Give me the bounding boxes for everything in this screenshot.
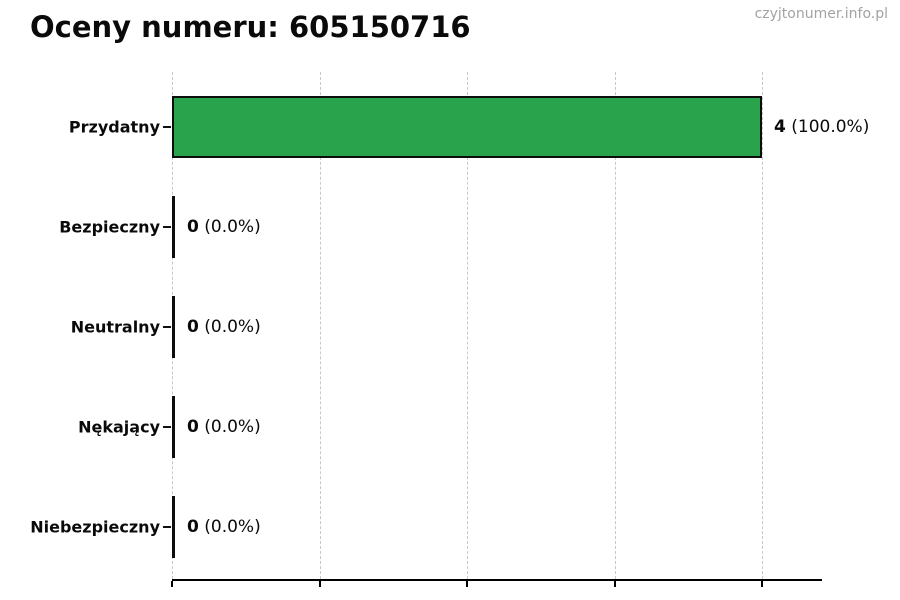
bar bbox=[172, 496, 175, 558]
category-tick bbox=[163, 526, 171, 528]
gridline bbox=[319, 72, 321, 579]
value-count: 0 bbox=[187, 517, 199, 537]
value-label: 4 (100.0%) bbox=[774, 117, 869, 137]
x-axis-tick bbox=[613, 581, 616, 587]
x-axis-tick bbox=[761, 581, 763, 587]
bar-row: Nękający 0 (0.0%) bbox=[78, 396, 822, 458]
value-percent: (0.0%) bbox=[204, 417, 261, 437]
value-label: 0 (0.0%) bbox=[187, 517, 261, 537]
category-tick bbox=[163, 426, 171, 428]
category-tick bbox=[163, 226, 171, 228]
plot-area: Przydatny 4 (100.0%) Bezpieczny 0 (0.0%)… bbox=[30, 72, 869, 587]
bar bbox=[172, 96, 762, 158]
x-axis-tick bbox=[466, 581, 468, 587]
value-percent: (0.0%) bbox=[204, 317, 261, 337]
bar-row: Przydatny 4 (100.0%) bbox=[69, 96, 869, 158]
category-tick bbox=[163, 126, 171, 128]
value-percent: (0.0%) bbox=[204, 217, 261, 237]
x-axis-tick bbox=[171, 581, 173, 587]
watermark: czyjtonumer.info.pl bbox=[754, 6, 888, 22]
value-label: 0 (0.0%) bbox=[187, 417, 261, 437]
bar-row: Niebezpieczny 0 (0.0%) bbox=[30, 496, 822, 558]
bar-row: Neutralny 0 (0.0%) bbox=[71, 296, 822, 358]
bar bbox=[172, 396, 175, 458]
value-count: 4 bbox=[774, 117, 786, 137]
category-label: Nękający bbox=[78, 417, 160, 437]
value-label: 0 (0.0%) bbox=[187, 217, 261, 237]
value-percent: (0.0%) bbox=[204, 517, 261, 537]
value-count: 0 bbox=[187, 217, 199, 237]
value-label: 0 (0.0%) bbox=[187, 317, 261, 337]
bar bbox=[172, 196, 175, 258]
category-label: Przydatny bbox=[68, 117, 160, 137]
gridline bbox=[467, 72, 468, 579]
value-count: 0 bbox=[187, 317, 199, 337]
bar-row: Bezpieczny 0 (0.0%) bbox=[59, 196, 822, 258]
category-label: Niebezpieczny bbox=[30, 517, 160, 537]
value-count: 0 bbox=[187, 417, 199, 437]
x-axis-tick bbox=[318, 581, 321, 587]
category-tick bbox=[163, 326, 171, 328]
gridline bbox=[614, 72, 616, 579]
gridline bbox=[762, 72, 763, 579]
x-axis-line bbox=[172, 579, 822, 581]
category-label: Bezpieczny bbox=[59, 217, 160, 237]
category-label: Neutralny bbox=[70, 317, 160, 337]
bar bbox=[172, 296, 175, 358]
chart-title: Oceny numeru: 605150716 bbox=[30, 10, 471, 44]
value-percent: (100.0%) bbox=[791, 117, 870, 137]
